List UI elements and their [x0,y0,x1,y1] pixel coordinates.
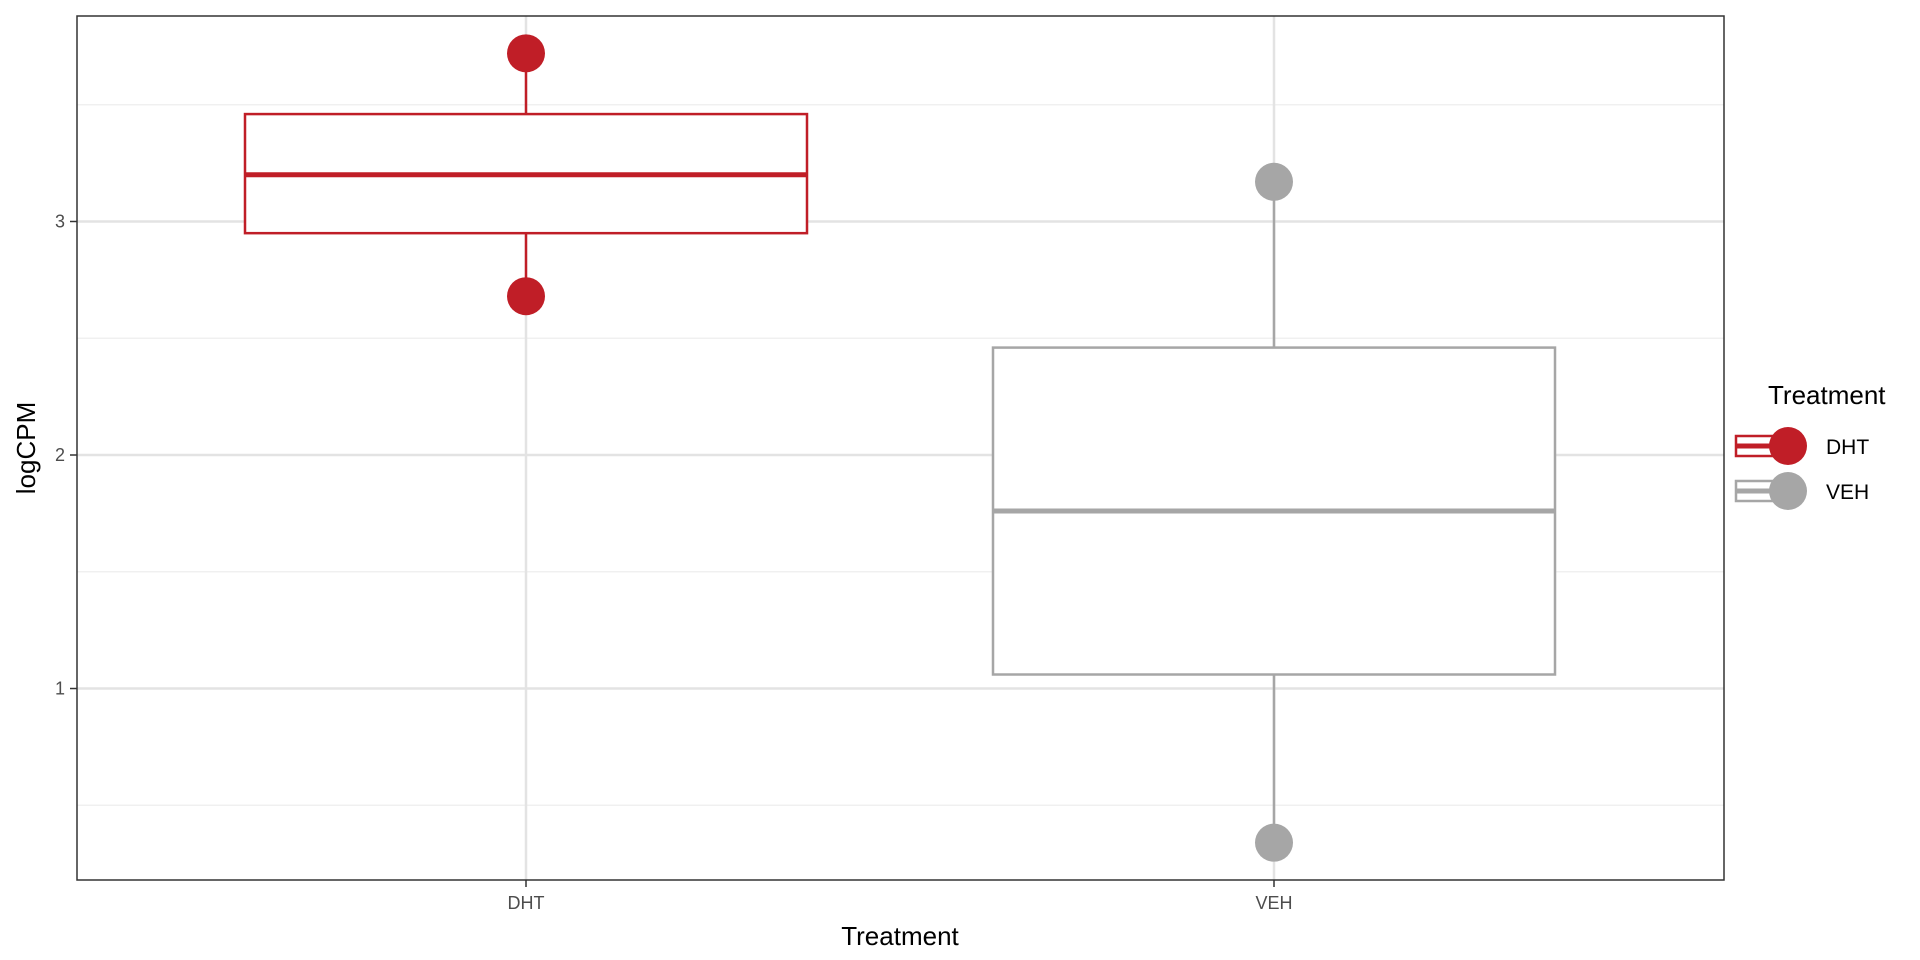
box-dht [243,34,809,316]
legend-key-point [1769,427,1807,465]
plot-panel-border [76,15,1725,881]
outlier-point [1255,823,1293,862]
y-axis-title: logCPM [11,402,41,494]
legend: Treatment DHT VEH [1734,380,1886,510]
y-tick-label: 2 [55,445,65,465]
y-tick-label: 3 [55,211,65,231]
box-veh [991,162,1557,862]
legend-title: Treatment [1768,380,1886,410]
outlier-point [507,34,545,73]
x-axis: DHT VEH [508,880,1293,913]
legend-item-dht: DHT [1734,427,1869,465]
y-axis: 1 2 3 [55,211,77,699]
legend-key-point [1769,472,1807,510]
legend-item-veh: VEH [1734,472,1869,510]
box-layer [243,34,1557,862]
x-tick-label: DHT [508,893,545,913]
x-axis-title: Treatment [841,921,959,951]
legend-label: VEH [1826,481,1869,504]
y-tick-label: 1 [55,679,65,699]
legend-label: DHT [1826,436,1869,459]
outlier-point [507,277,545,316]
x-tick-label: VEH [1255,893,1292,913]
outlier-point [1255,162,1293,201]
